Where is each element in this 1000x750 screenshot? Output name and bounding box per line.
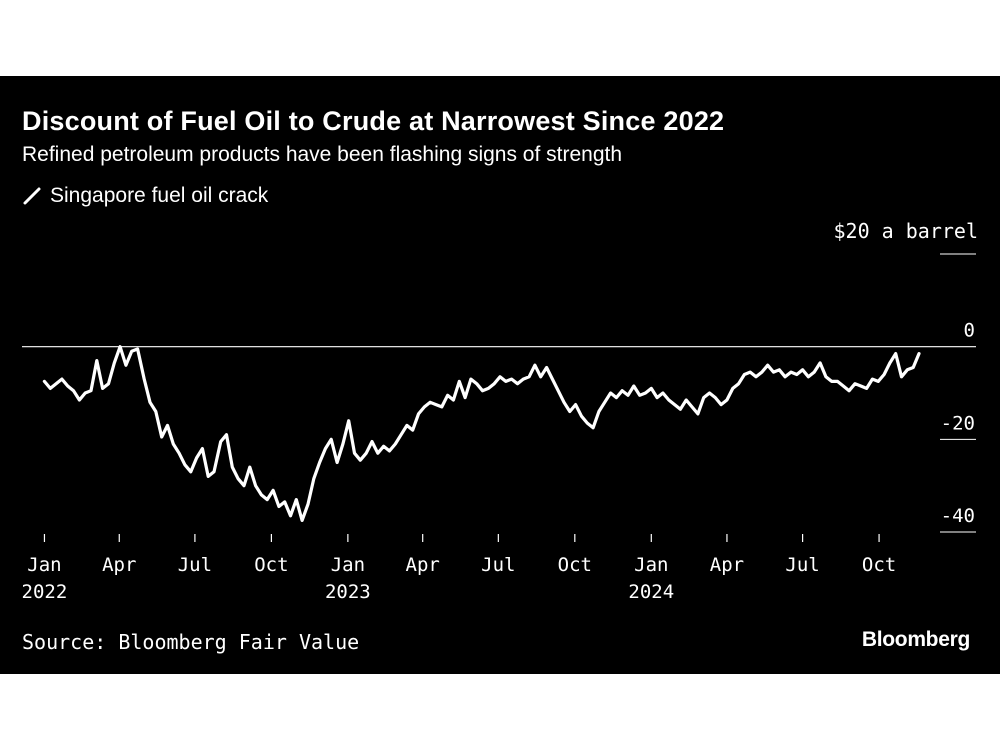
chart-subtitle: Refined petroleum products have been fla… — [22, 143, 623, 166]
x-tick-label: Jul — [481, 554, 515, 576]
x-year-label: 2022 — [22, 581, 68, 603]
series-group — [42, 345, 921, 522]
x-year-label: 2023 — [325, 581, 371, 603]
y-axis: $20 a barrel 0 -20 -40 — [834, 219, 979, 533]
x-tick-label: Apr — [406, 554, 440, 576]
x-year-label: 2024 — [628, 581, 674, 603]
x-tick-label: Jul — [785, 554, 819, 576]
x-tick-label: Jan — [331, 554, 365, 576]
y-tick-label: -40 — [941, 505, 975, 527]
chart-legend: Singapore fuel oil crack — [22, 184, 268, 208]
bloomberg-logo: Bloomberg — [861, 628, 970, 651]
x-tick-label: Apr — [102, 554, 136, 576]
legend-swatch-line-icon — [23, 187, 41, 205]
chart-title: Discount of Fuel Oil to Crude at Narrowe… — [22, 106, 725, 136]
legend-label: Singapore fuel oil crack — [50, 184, 269, 207]
x-tick-label: Oct — [862, 554, 896, 576]
y-tick-label: -20 — [941, 412, 975, 434]
line-chart: $20 a barrel 0 -20 -40 Jan 2022 Apr Jul Oct Jan 2… — [22, 219, 979, 603]
x-axis: Jan 2022 Apr Jul Oct Jan 2023 Apr Jul Oct Jan 2024 A… — [22, 534, 896, 603]
x-tick-label: Jul — [178, 554, 212, 576]
y-unit-label: $20 a barrel — [834, 219, 979, 243]
x-tick-label: Jan — [27, 554, 61, 576]
x-tick-label: Oct — [254, 554, 288, 576]
y-tick-label: 0 — [964, 320, 975, 342]
x-tick-label: Jan — [634, 554, 668, 576]
x-tick-label: Oct — [558, 554, 592, 576]
source-note: Source: Bloomberg Fair Value — [22, 630, 360, 654]
x-tick-label: Apr — [710, 554, 744, 576]
series-line-fuel-oil-crack — [42, 345, 921, 522]
chart-card: Discount of Fuel Oil to Crude at Narrowe… — [0, 76, 1000, 674]
